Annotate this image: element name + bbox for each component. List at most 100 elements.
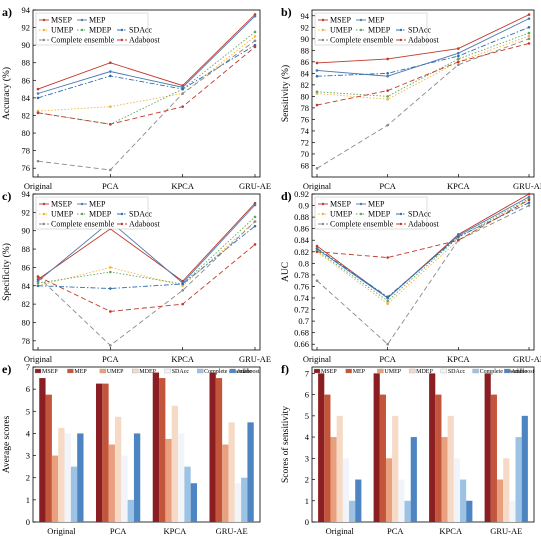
y-tick-label: 78 — [22, 146, 31, 156]
bar-msep — [95, 383, 103, 522]
bar-complete-ensemble — [460, 479, 467, 522]
x-tick-label: Original — [326, 526, 355, 536]
legend-label: UMEP — [330, 210, 353, 219]
bar-complete-ensemble — [241, 477, 248, 522]
legend-label: SDAcc — [408, 210, 432, 219]
data-point — [315, 74, 319, 78]
legend-marker — [399, 28, 403, 32]
x-tick-label: PCA — [102, 354, 119, 364]
bar-mdep — [392, 415, 399, 522]
legend-marker — [120, 38, 124, 42]
series-line-umep — [37, 221, 256, 287]
data-point — [527, 42, 531, 45]
y-tick-label: 0.86 — [294, 224, 309, 234]
y-tick-label: 70 — [301, 149, 310, 159]
data-point — [109, 310, 112, 313]
y-tick-label: 0.68 — [294, 328, 309, 338]
legend-swatch — [440, 368, 448, 374]
data-point — [386, 302, 389, 306]
data-point — [253, 215, 257, 219]
data-point — [36, 279, 40, 283]
bar-umep — [51, 455, 59, 522]
y-axis-label: Specificity (%) — [1, 243, 12, 301]
legend-marker — [42, 202, 46, 206]
y-tick-label: 0.7 — [298, 316, 309, 326]
data-point — [315, 69, 319, 72]
data-point — [457, 57, 460, 61]
y-tick-label: 0.72 — [294, 305, 309, 315]
bar-complete-ensemble — [349, 500, 356, 522]
data-point — [253, 224, 257, 228]
legend-swatch — [99, 368, 107, 374]
legend-marker — [321, 212, 325, 216]
data-point — [386, 123, 389, 127]
data-point — [527, 13, 531, 16]
series-line-mdep — [37, 216, 256, 285]
data-point — [36, 278, 40, 281]
legend-label: MDEP — [416, 369, 433, 375]
panel-label: b) — [281, 5, 292, 19]
series-line-mep — [37, 15, 256, 94]
legend-marker — [120, 212, 124, 216]
bar-complete-ensemble — [184, 466, 191, 522]
legend-label: MEP — [74, 369, 87, 375]
legend-label: MDEP — [89, 26, 112, 35]
legend-label: Adaboost — [129, 220, 160, 229]
legend-marker — [80, 18, 84, 22]
series-line-adaboost — [316, 42, 530, 106]
bar-adaboost — [247, 422, 254, 522]
data-point — [315, 250, 319, 254]
x-tick-label: Original — [24, 354, 53, 364]
legend-marker — [80, 202, 84, 206]
legend-label: MDEP — [139, 369, 156, 375]
data-point — [181, 302, 184, 306]
legend-swatch — [132, 368, 139, 374]
x-tick-label: GRU-AE — [490, 526, 522, 536]
data-point — [181, 92, 184, 95]
y-tick-label: 94 — [22, 189, 31, 199]
y-tick-label: 0.82 — [294, 247, 309, 257]
x-tick-label: PCA — [379, 181, 396, 191]
legend-box — [314, 196, 428, 230]
panel-e: e) 0 1 2 3 4 5 6 7 Average scores Original PCA KPCA G… — [2, 362, 261, 536]
y-tick-label: 4 — [26, 428, 31, 438]
bar-umep — [441, 437, 448, 522]
legend-label: MSEP — [321, 369, 337, 375]
series-line-mdep — [316, 32, 530, 97]
data-point — [36, 275, 40, 278]
series-line-umep — [37, 36, 256, 112]
bar-sdacc — [178, 433, 185, 522]
bar-sdacc — [64, 433, 71, 522]
y-tick-label: 86 — [301, 57, 310, 67]
data-point — [527, 192, 531, 196]
legend-label: Complete ensemble — [204, 369, 252, 375]
y-tick-label: 88 — [22, 244, 31, 254]
panel-a: a) 76 78 80 82 84 86 88 90 92 94 Accuracy (%) Origin… — [1, 5, 271, 191]
legend-marker — [359, 212, 363, 216]
bar-adaboost — [355, 479, 362, 522]
data-point — [527, 198, 531, 202]
legend-label: UMEP — [330, 26, 353, 35]
x-tick-label: PCA — [110, 526, 127, 536]
y-tick-label: 90 — [22, 40, 31, 50]
legend-label: SDAcc — [129, 26, 153, 35]
x-tick-label: Original — [303, 181, 332, 191]
bar-complete-ensemble — [515, 437, 522, 522]
y-axis-label: Scores of sensitivity — [280, 406, 291, 483]
data-point — [457, 47, 460, 50]
x-tick-label: GRU-AE — [513, 354, 541, 364]
panel-label: d) — [281, 189, 292, 203]
series-line-msep — [37, 14, 256, 90]
y-tick-label: 5 — [26, 406, 30, 416]
bar-sdacc — [453, 458, 461, 522]
data-point — [315, 247, 319, 250]
bar-sdacc — [234, 483, 242, 522]
x-tick-label: GRU-AE — [239, 354, 271, 364]
data-point — [36, 284, 40, 288]
legend-marker — [120, 28, 124, 32]
y-tick-label: 90 — [301, 34, 310, 44]
data-point — [181, 87, 184, 91]
legend-swatch — [504, 368, 511, 374]
legend-swatch — [313, 368, 321, 374]
